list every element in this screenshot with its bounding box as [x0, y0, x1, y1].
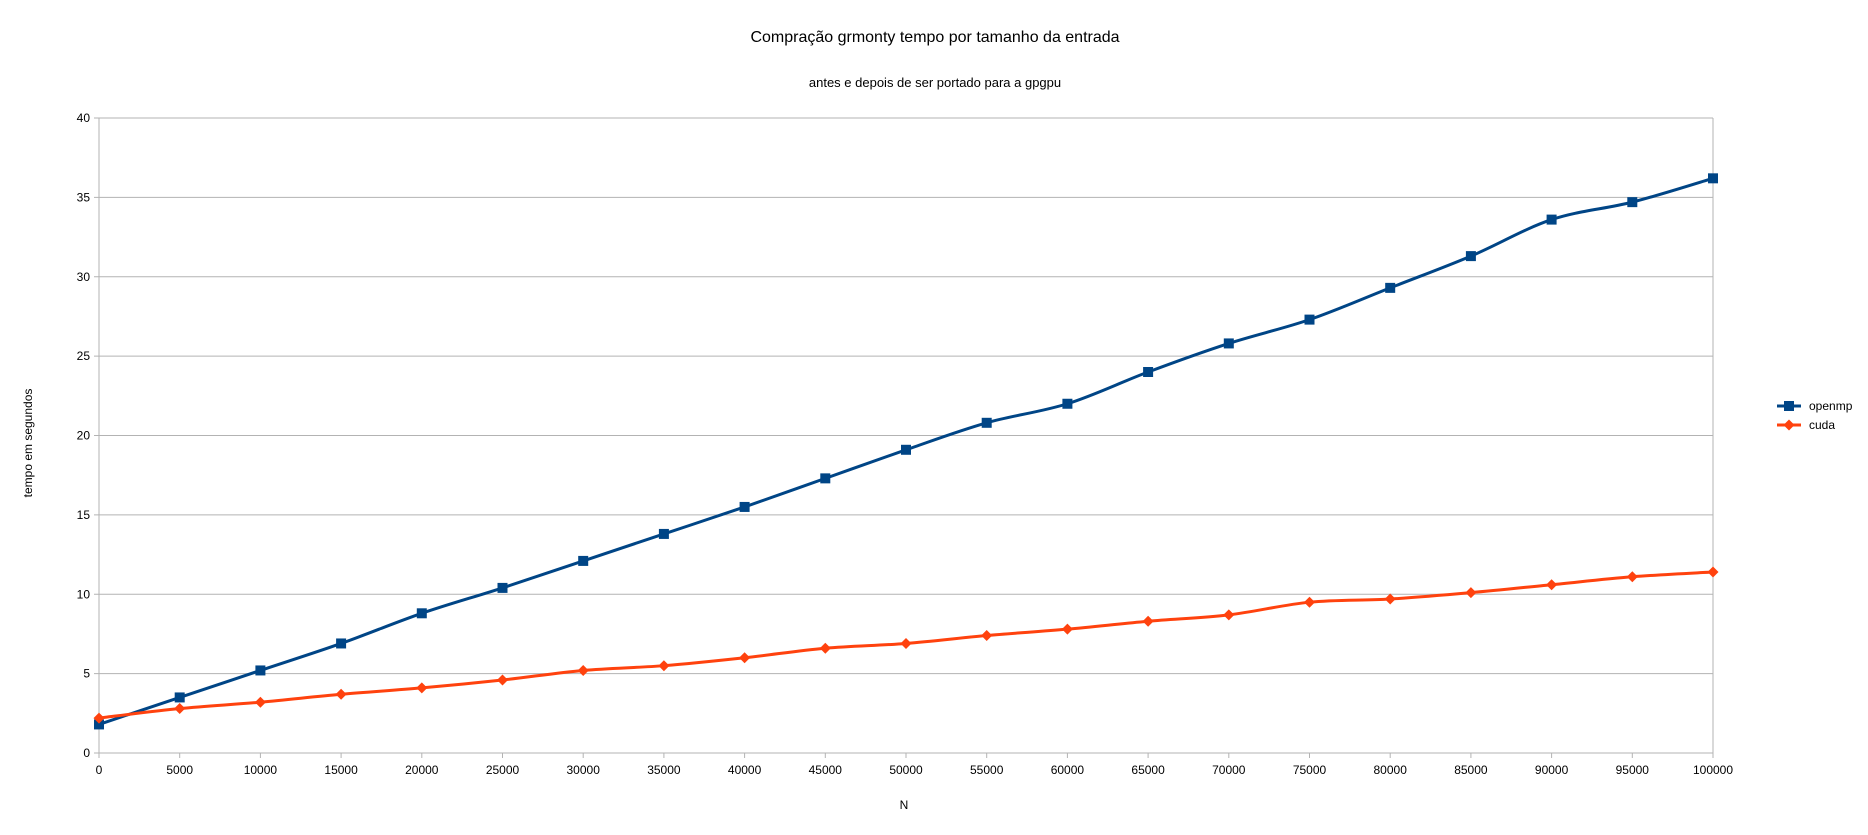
x-tick-label: 75000 — [1293, 763, 1327, 777]
data-point-cuda — [1465, 587, 1477, 599]
data-point-cuda — [1223, 609, 1235, 621]
data-point-openmp — [1465, 251, 1476, 262]
y-tick-label: 35 — [77, 190, 91, 204]
data-point-openmp — [174, 692, 185, 703]
x-tick-label: 0 — [96, 763, 103, 777]
data-point-cuda — [1626, 571, 1638, 583]
x-tick-label: 10000 — [244, 763, 278, 777]
x-tick-label: 85000 — [1454, 763, 1488, 777]
data-point-cuda — [1061, 623, 1073, 635]
chart-title: Compração grmonty tempo por tamanho da e… — [750, 29, 1119, 46]
data-point-cuda — [93, 712, 105, 724]
x-tick-label: 65000 — [1131, 763, 1165, 777]
y-tick-label: 15 — [77, 508, 91, 522]
data-point-cuda — [1304, 596, 1315, 608]
y-tick-label: 25 — [77, 349, 91, 363]
legend-label: openmp — [1809, 399, 1853, 413]
data-point-cuda — [981, 630, 993, 642]
x-tick-label: 50000 — [889, 763, 923, 777]
data-point-cuda — [577, 664, 589, 676]
x-tick-label: 25000 — [486, 763, 520, 777]
x-tick-label: 55000 — [970, 763, 1004, 777]
data-point-openmp — [1708, 173, 1718, 184]
data-point-cuda — [1384, 593, 1396, 605]
plot-layer: 0 5 10 15 20 25 30 35 40 0 5000 10000 15000 20000 2500… — [77, 111, 1734, 777]
legend-label: cuda — [1809, 418, 1835, 432]
data-point-openmp — [94, 719, 104, 730]
y-tick-label: 40 — [77, 111, 91, 125]
x-tick-label: 90000 — [1535, 763, 1569, 777]
x-tick-label: 35000 — [647, 763, 681, 777]
x-tick-label: 5000 — [166, 763, 193, 777]
legend: openmp cuda — [1777, 399, 1853, 432]
x-tick-label: 20000 — [405, 763, 439, 777]
legend-marker — [1783, 419, 1795, 431]
x-tick-label: 45000 — [809, 763, 843, 777]
data-point-openmp — [1304, 314, 1315, 325]
y-tick-label: 10 — [77, 587, 91, 601]
x-tick-label: 15000 — [324, 763, 358, 777]
data-point-openmp — [981, 417, 992, 428]
data-point-cuda — [658, 660, 670, 672]
data-point-openmp — [1627, 197, 1638, 208]
data-point-openmp — [497, 582, 508, 593]
data-point-openmp — [820, 473, 831, 484]
data-point-openmp — [416, 608, 427, 619]
data-point-openmp — [1385, 282, 1396, 293]
chart-subtitle: antes e depois de ser portado para a gpg… — [809, 75, 1061, 90]
data-point-cuda — [819, 642, 831, 654]
y-tick-label: 5 — [83, 667, 90, 681]
y-tick-label: 30 — [77, 270, 91, 284]
data-point-cuda — [1142, 615, 1154, 627]
data-point-openmp — [901, 444, 911, 455]
x-tick-label: 100000 — [1693, 763, 1733, 777]
data-point-cuda — [1546, 579, 1558, 591]
x-tick-label: 60000 — [1051, 763, 1085, 777]
legend-marker — [1784, 401, 1794, 411]
data-point-cuda — [335, 688, 347, 700]
data-point-openmp — [578, 555, 589, 566]
data-point-openmp — [1546, 214, 1557, 225]
data-point-openmp — [1223, 338, 1234, 349]
data-point-cuda — [174, 703, 186, 715]
data-point-cuda — [900, 637, 912, 649]
data-point-openmp — [1143, 367, 1154, 377]
data-point-cuda — [416, 682, 428, 694]
x-tick-label: 70000 — [1212, 763, 1246, 777]
data-point-openmp — [1062, 398, 1073, 409]
x-tick-label: 30000 — [567, 763, 601, 777]
data-point-cuda — [739, 652, 751, 664]
y-tick-label: 20 — [77, 429, 91, 443]
x-tick-label: 40000 — [728, 763, 762, 777]
x-tick-label: 80000 — [1374, 763, 1408, 777]
data-point-openmp — [336, 638, 347, 649]
x-axis-label: N — [900, 798, 909, 812]
data-point-cuda — [254, 696, 266, 708]
data-point-openmp — [658, 528, 669, 539]
data-point-cuda — [497, 674, 508, 686]
x-tick-label: 95000 — [1616, 763, 1650, 777]
data-point-cuda — [1707, 566, 1719, 578]
y-tick-label: 0 — [83, 746, 90, 760]
data-point-openmp — [739, 501, 750, 512]
y-axis-label: tempo em segundos — [21, 389, 35, 498]
data-point-openmp — [255, 665, 266, 676]
